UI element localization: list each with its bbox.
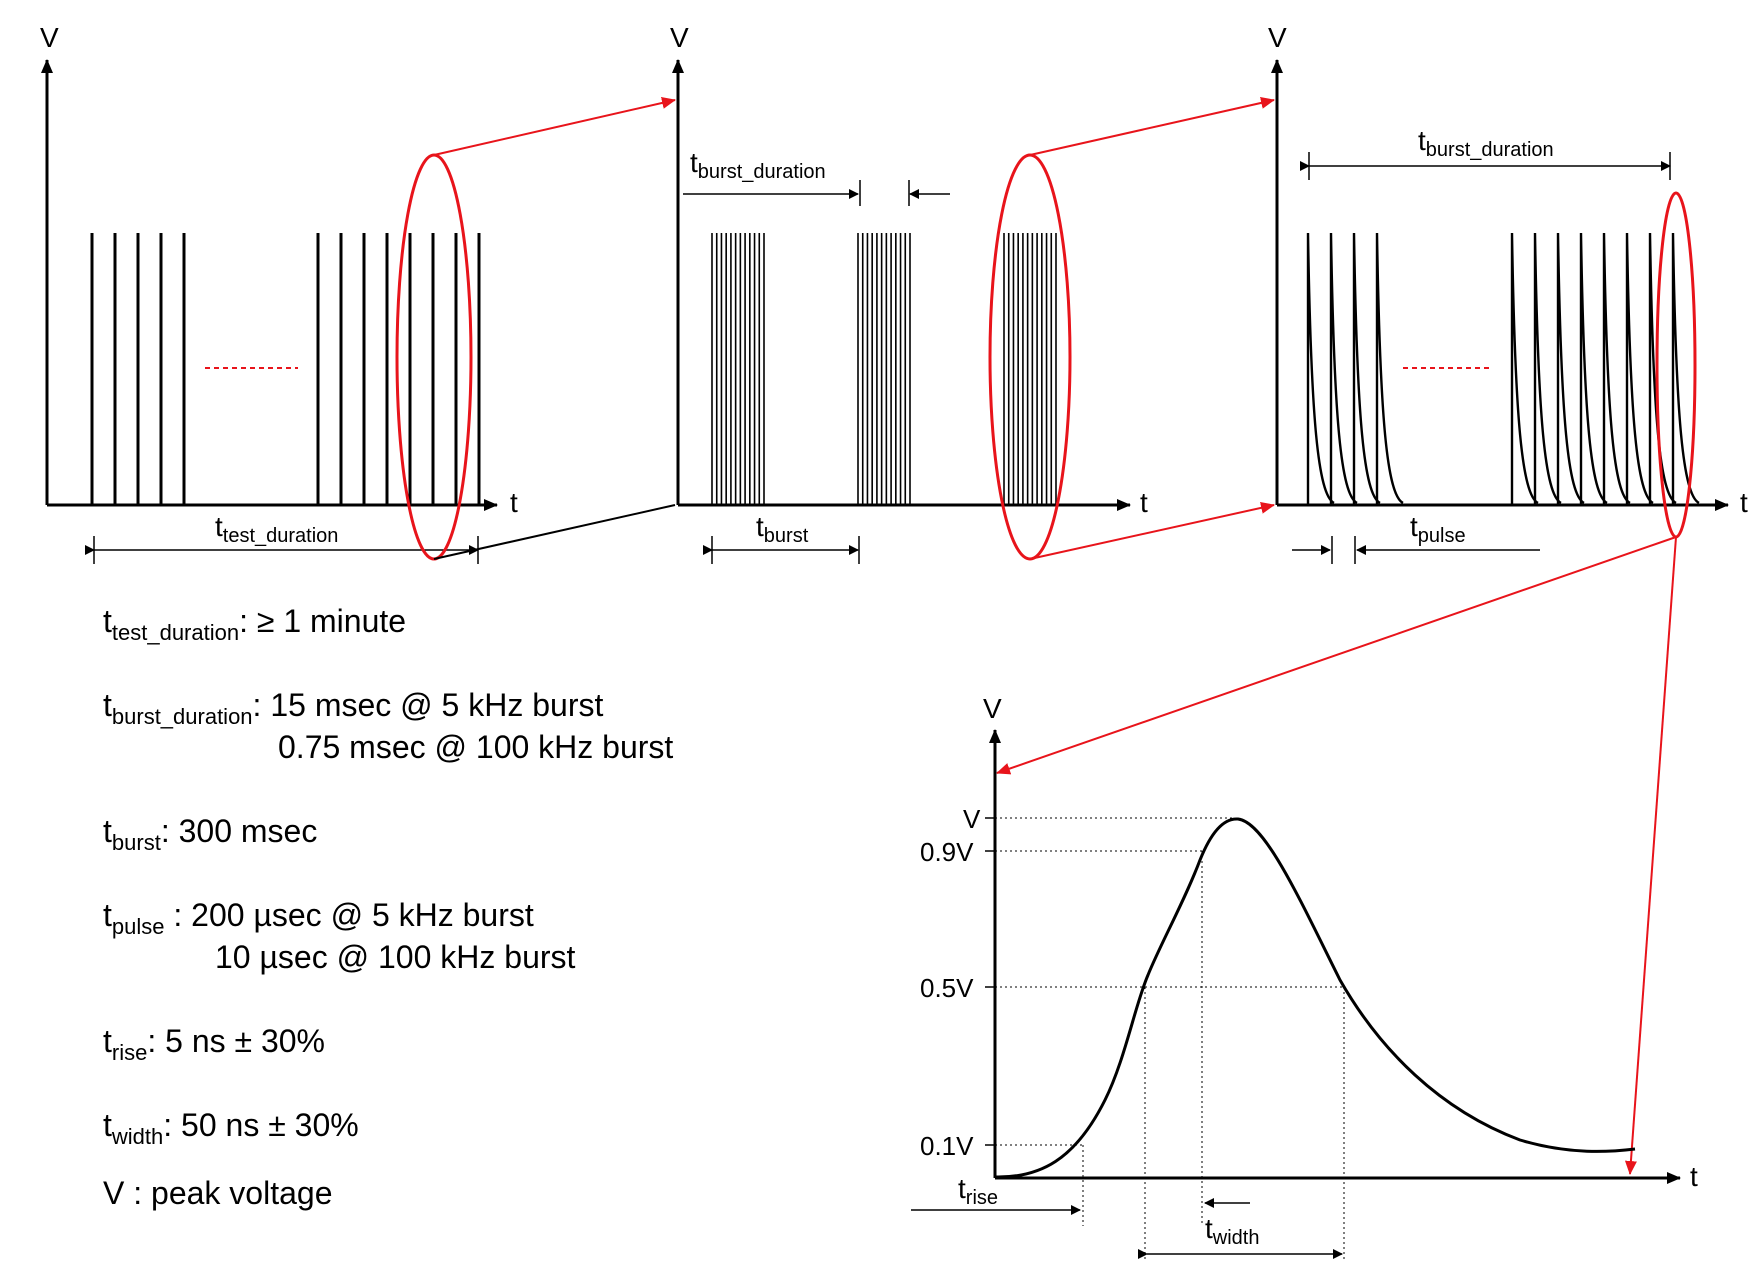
definition-test-duration: ttest_duration: ≥ 1 minute	[103, 603, 407, 645]
level-ticks	[985, 817, 995, 1146]
level-label-0.9v: 0.9V	[920, 837, 974, 867]
zoom-connector-to-axis	[996, 536, 1677, 775]
decaying-pulse	[1556, 232, 1585, 505]
definition-peak-voltage: V : peak voltage	[103, 1175, 333, 1211]
dimension-label: tburst	[756, 511, 809, 547]
y-axis-label: V	[670, 22, 689, 53]
definition-width: twidth: 50 ns ± 30%	[103, 1107, 359, 1149]
decaying-pulse	[1375, 232, 1404, 505]
x-axis-label: t	[1690, 1161, 1698, 1192]
zoom-ellipse	[988, 153, 1072, 561]
zoom-connector-top	[1029, 97, 1275, 156]
panel-burst: V t tburst_duration tburst	[670, 22, 1148, 564]
dimension-label: ttest_duration	[215, 511, 338, 547]
level-label-0.1v: 0.1V	[920, 1131, 974, 1161]
level-label-0.5v: 0.5V	[920, 973, 974, 1003]
decaying-pulse	[1671, 232, 1700, 505]
definition-burst: tburst: 300 msec	[103, 813, 318, 855]
zoom-connector-bottom	[1029, 501, 1275, 560]
decaying-pulse	[1306, 232, 1335, 505]
decaying-pulse	[1533, 232, 1562, 505]
definition-rise: trise: 5 ns ± 30%	[103, 1023, 325, 1065]
y-axis-label: V	[40, 22, 59, 53]
x-axis-label: t	[1140, 487, 1148, 518]
decaying-pulse	[1602, 232, 1631, 505]
panel-single-pulse: V t V 0.9V 0.5V 0.1V trise t	[911, 693, 1698, 1262]
decaying-pulse	[1352, 232, 1381, 505]
decaying-pulse	[1625, 232, 1654, 505]
x-axis-label: t	[510, 487, 518, 518]
decaying-pulse	[1510, 232, 1539, 505]
y-axis-label: V	[983, 693, 1002, 724]
panel-pulse: V t tburst_duration tpulse	[1268, 22, 1748, 564]
level-guides	[995, 817, 1345, 1262]
definition-pulse-line2: 10 µsec @ 100 kHz burst	[215, 939, 576, 975]
zoom-connector-to-end	[1624, 536, 1677, 1175]
dimension-label: tpulse	[1410, 511, 1466, 547]
decaying-pulse	[1329, 232, 1358, 505]
y-axis-label: V	[1268, 22, 1287, 53]
x-axis-label: t	[1740, 487, 1748, 518]
zoom-connector-top	[433, 97, 676, 156]
burst-duration-label: tburst_duration	[1418, 125, 1554, 161]
pulse-train	[90, 233, 481, 505]
panel-test-duration: V t ttest_duration	[40, 22, 518, 564]
definition-burst-duration: tburst_duration: 15 msec @ 5 kHz burst	[103, 687, 604, 729]
burst-duration-label: tburst_duration	[690, 147, 826, 183]
pulse-waveform	[994, 817, 1636, 1179]
burst-train	[711, 233, 1057, 505]
level-label-v: V	[963, 804, 981, 834]
decaying-pulse	[1579, 232, 1608, 505]
definition-burst-duration-line2: 0.75 msec @ 100 kHz burst	[278, 729, 674, 765]
definition-pulse: tpulse : 200 µsec @ 5 kHz burst	[103, 897, 534, 939]
rise-label: trise	[958, 1173, 998, 1209]
decaying-pulse-train	[1306, 232, 1700, 505]
width-label: twidth	[1205, 1213, 1259, 1249]
zoom-connector-bottom	[433, 504, 676, 560]
